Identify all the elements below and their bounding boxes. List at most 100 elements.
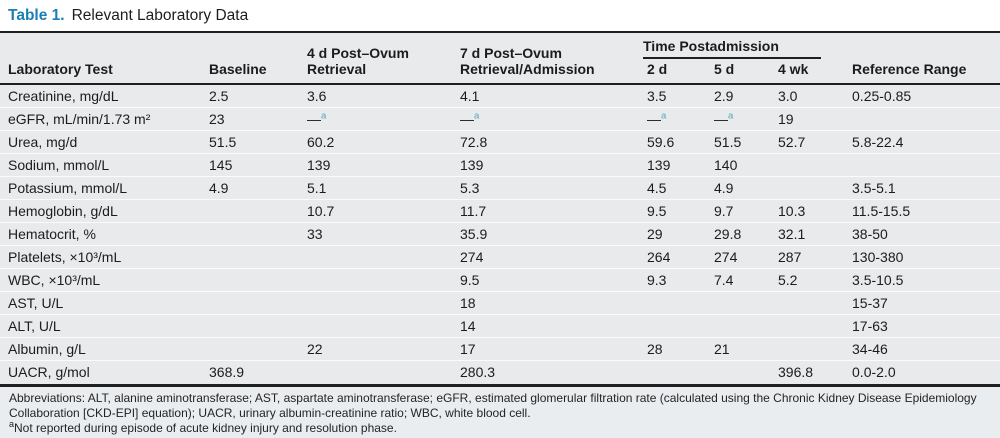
cell: 4.5: [643, 176, 710, 200]
cell: 5.3: [456, 176, 643, 200]
cell: [643, 314, 710, 338]
table-row: eGFR, mL/min/1.73 m² 23 —a —a —a —a 19: [0, 107, 1000, 131]
cell: 0.25-0.85: [852, 88, 912, 104]
footnote-a-marker: a: [321, 110, 327, 122]
cell: 140: [710, 153, 774, 177]
col-group-time-postadmission: Time Postadmission: [643, 33, 848, 59]
cell: 0.0-2.0: [848, 360, 1000, 384]
cell: [205, 314, 303, 338]
cell: [205, 222, 303, 246]
cell: 5.2: [774, 268, 849, 292]
col-header-5d: 5 d: [710, 59, 774, 85]
col-header-4d-post-ovum: 4 d Post–Ovum Retrieval: [303, 33, 456, 85]
cell: 10.3: [774, 199, 849, 223]
cell: [205, 199, 303, 223]
row-label: Hemoglobin, g/dL: [0, 199, 205, 223]
cell: 11.5-15.5: [848, 199, 1000, 223]
cell: 5.8-22.4: [848, 130, 1000, 154]
cell: 35.9: [456, 222, 643, 246]
cell: 145: [205, 153, 303, 177]
table-row: Potassium, mmol/L 4.9 5.1 5.3 4.5 4.9 3.5-5.1: [0, 176, 1000, 200]
cell: 33: [303, 222, 456, 246]
row-label: eGFR, mL/min/1.73 m²: [0, 107, 205, 131]
cell: 14: [456, 314, 643, 338]
cell: 3.5: [647, 88, 667, 104]
cell: —a: [643, 107, 710, 131]
cell: [774, 314, 849, 338]
cell: 28: [643, 337, 710, 361]
row-label: ALT, U/L: [0, 314, 205, 338]
table-row: ALT, U/L 14 17-63: [0, 314, 1000, 338]
col-header-baseline: Baseline: [205, 33, 303, 85]
cell: 396.8: [774, 360, 849, 384]
cell: 51.5: [710, 130, 774, 154]
cell: —a: [456, 107, 643, 131]
cell: [710, 360, 774, 384]
cell: [205, 268, 303, 292]
footnote-a-marker: a: [9, 418, 15, 429]
cell: [774, 337, 849, 361]
cell: 29: [643, 222, 710, 246]
cell: —a: [710, 107, 774, 131]
footnote-a-marker: a: [474, 110, 480, 122]
table-row: Urea, mg/d 51.5 60.2 72.8 59.6 51.5 52.7 5.8-22…: [0, 130, 1000, 154]
row-label: Urea, mg/d: [0, 130, 205, 154]
cell: 9.3: [643, 268, 710, 292]
cell: [643, 360, 710, 384]
cell: 22: [303, 337, 456, 361]
col-header-reference-range: Reference Range: [848, 33, 1000, 85]
cell: 17: [456, 337, 643, 361]
cell: 17-63: [848, 314, 1000, 338]
table-number: Table 1.: [8, 6, 65, 24]
cell: 60.2: [303, 130, 456, 154]
table-row: Platelets, ×10³/mL 274 264 274 287 130-380: [0, 245, 1000, 269]
cell: 72.8: [456, 130, 643, 154]
cell: 3.5-5.1: [848, 176, 1000, 200]
footnote-a-marker: a: [728, 110, 734, 122]
top-rule: [0, 31, 1000, 33]
table-row: Sodium, mmol/L 145 139 139 139 140: [0, 153, 1000, 177]
row-label: Potassium, mmol/L: [0, 176, 205, 200]
table-row: WBC, ×10³/mL 9.5 9.3 7.4 5.2 3.5-10.5: [0, 268, 1000, 292]
cell: 4.1: [460, 88, 480, 104]
cell: 32.1: [774, 222, 849, 246]
cell: [774, 291, 849, 315]
cell: 11.7: [456, 199, 643, 223]
cell: 23: [205, 107, 303, 131]
table-caption: Relevant Laboratory Data: [71, 6, 249, 24]
cell: [303, 268, 456, 292]
cell: [205, 291, 303, 315]
cell: [205, 337, 303, 361]
footnote-a-marker: a: [661, 110, 667, 122]
cell: 34-46: [848, 337, 1000, 361]
row-label: Albumin, g/L: [0, 337, 205, 361]
table-row: Hemoglobin, g/dL 10.7 11.7 9.5 9.7 10.3 11.5-1…: [0, 199, 1000, 223]
cell: 280.3: [456, 360, 643, 384]
cell: 4.9: [710, 176, 774, 200]
cell: [848, 107, 1000, 131]
cell: [774, 176, 849, 200]
lab-data-table: Laboratory Test Baseline 4 d Post–Ovum R…: [0, 33, 1000, 384]
row-label: Platelets, ×10³/mL: [0, 245, 205, 269]
col-header-2d: 2 d: [643, 59, 710, 85]
cell: 18: [456, 291, 643, 315]
row-label: Hematocrit, %: [0, 222, 205, 246]
cell: [643, 291, 710, 315]
row-label: Creatinine, mg/dL: [8, 88, 119, 104]
cell: 2.9: [714, 88, 734, 104]
cell: [205, 245, 303, 269]
header-row-sub: 2 d 5 d 4 wk: [0, 59, 1000, 85]
cell: 51.5: [205, 130, 303, 154]
table-body: Creatinine, mg/dL 2.5 3.6 4.1 3.5 2.9 3.0 0.25-…: [0, 84, 1000, 384]
col-header-4wk: 4 wk: [774, 59, 849, 85]
cell: 264: [643, 245, 710, 269]
cell: [774, 153, 849, 177]
cell: 4.9: [205, 176, 303, 200]
cell: [303, 360, 456, 384]
cell: 139: [643, 153, 710, 177]
abbreviations-note: Abbreviations: ALT, alanine aminotransfe…: [9, 390, 977, 420]
lab-data-table-wrap: Laboratory Test Baseline 4 d Post–Ovum R…: [0, 33, 1000, 384]
cell: 15-37: [848, 291, 1000, 315]
cell: [848, 153, 1000, 177]
